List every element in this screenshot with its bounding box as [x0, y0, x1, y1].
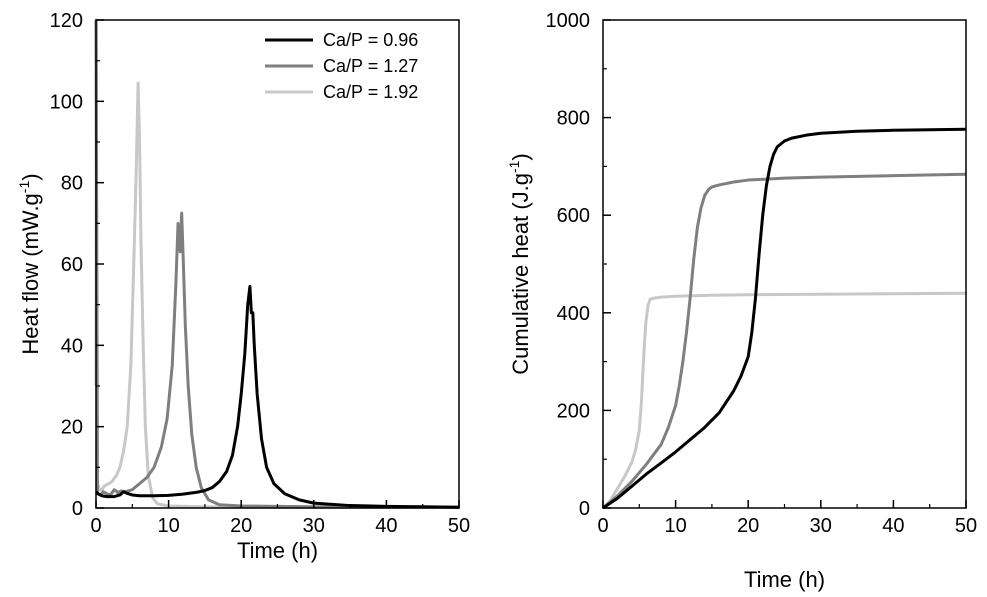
cumulative-heat-y-axis-title-end: )	[508, 153, 533, 160]
cumulative-heat-y-tick-label: 800	[557, 108, 590, 130]
heat-flow-x-tick-label: 10	[157, 515, 179, 537]
heat-flow-y-tick-label: 60	[61, 254, 83, 276]
heat-flow-x-axis-title: Time (h)	[237, 538, 318, 563]
heat-flow-y-axis-title: Heat flow (mW.g-1)	[16, 173, 43, 354]
heat-flow-y-tick-label: 0	[72, 498, 83, 520]
heat-flow-series-line-0	[94, 284, 460, 509]
heat-flow-y-tick-label: 20	[61, 417, 83, 439]
heat-flow-tick-labels: 0 10 20 30 40 50 0 20 40 60 80 100 120	[50, 10, 471, 537]
cumulative-heat-y-tick-label: 200	[557, 400, 590, 422]
cumulative-heat-y-tick-label: 0	[579, 498, 590, 520]
cumulative-heat-series-line-1	[602, 172, 967, 510]
heat-flow-y-tick-label: 120	[50, 10, 83, 32]
cumulative-heat-x-tick-label: 30	[810, 515, 832, 537]
heat-flow-x-tick-label: 20	[230, 515, 252, 537]
legend: Ca/P = 0.96 Ca/P = 1.27 Ca/P = 1.92	[265, 30, 418, 102]
cumulative-heat-ticks	[602, 19, 967, 509]
heat-flow-plot-area	[94, 18, 460, 509]
cumulative-heat-series-line-2	[601, 291, 967, 510]
heat-flow-y-tick-label: 80	[61, 173, 83, 195]
heat-flow-y-axis-title-main: Heat flow (mW.g	[18, 193, 43, 354]
heat-flow-chart: 0 10 20 30 40 50 0 20 40 60 80 100 120 Time (h) Heat…	[16, 10, 470, 563]
cumulative-heat-y-tick-label: 600	[557, 205, 590, 227]
cumulative-heat-y-axis-title-main: Cumulative heat (J.g	[508, 173, 533, 375]
cumulative-heat-x-tick-label: 10	[664, 515, 686, 537]
cumulative-heat-tick-labels: 0 10 20 30 40 50 0 200 400 600 800 1000	[546, 10, 978, 537]
heat-flow-y-tick-label: 100	[50, 91, 83, 113]
heat-flow-series-line-2	[94, 18, 459, 509]
heat-flow-x-tick-label: 40	[375, 515, 397, 537]
heat-flow-y-axis-title-end: )	[18, 173, 43, 180]
legend-label-0: Ca/P = 0.96	[323, 30, 418, 50]
heat-flow-axes-frame	[95, 19, 460, 509]
cumulative-heat-axes-frame	[602, 19, 967, 509]
heat-flow-series-line-1	[94, 19, 460, 509]
cumulative-heat-y-tick-label: 1000	[546, 10, 591, 32]
legend-label-2: Ca/P = 1.92	[323, 82, 418, 102]
cumulative-heat-y-axis-title: Cumulative heat (J.g-1)	[506, 153, 533, 375]
heat-flow-y-axis-title-sup: -1	[16, 181, 32, 194]
cumulative-heat-x-tick-label: 20	[737, 515, 759, 537]
cumulative-heat-x-axis-title: Time (h)	[744, 567, 825, 592]
cumulative-heat-y-tick-label: 400	[557, 303, 590, 325]
cumulative-heat-x-tick-label: 50	[955, 515, 977, 537]
cumulative-heat-y-axis-title-sup: -1	[506, 160, 522, 173]
cumulative-heat-x-tick-label: 0	[597, 515, 608, 537]
cumulative-heat-series-line-0	[602, 127, 967, 510]
cumulative-heat-chart: 0 10 20 30 40 50 0 200 400 600 800 1000 Time (h) Cu…	[506, 10, 977, 592]
heat-flow-x-tick-label: 0	[90, 515, 101, 537]
heat-flow-x-tick-label: 50	[448, 515, 470, 537]
heat-flow-y-tick-label: 40	[61, 335, 83, 357]
cumulative-heat-plot-area	[601, 127, 967, 510]
heat-flow-x-tick-label: 30	[303, 515, 325, 537]
cumulative-heat-x-tick-label: 40	[882, 515, 904, 537]
legend-label-1: Ca/P = 1.27	[323, 56, 418, 76]
